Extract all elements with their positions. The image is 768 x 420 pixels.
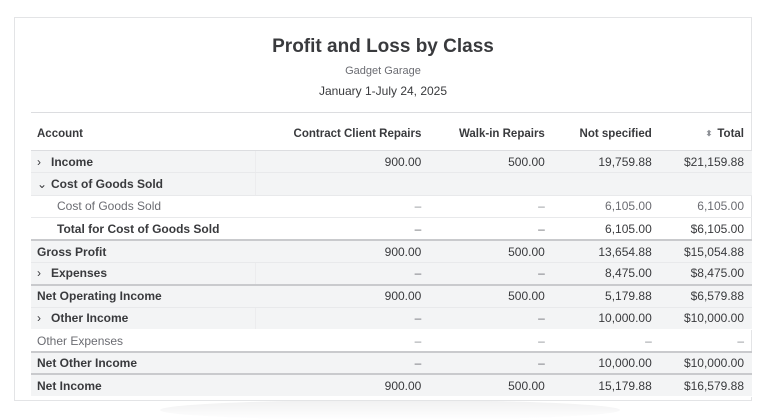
cell-ccr: – — [255, 350, 430, 375]
cell-walkin: – — [429, 307, 553, 331]
account-label: Total for Cost of Goods Sold — [31, 217, 255, 241]
cell-total — [659, 172, 752, 196]
account-label: Net Other Income — [31, 350, 255, 375]
sort-updown-icon[interactable]: ⬍ — [705, 129, 713, 138]
report-card: Profit and Loss by Class Gadget Garage J… — [14, 17, 752, 401]
cell-total[interactable]: 6,105.00 — [659, 195, 752, 219]
cell-total: $10,000.00 — [659, 350, 752, 375]
header-row: Account Contract Client Repairs Walk-in … — [31, 118, 752, 151]
cell-ccr: – — [255, 217, 430, 241]
row-other-expenses[interactable]: Other Expenses – – – – — [31, 329, 752, 353]
row-expenses[interactable]: › Expenses – – 8,475.00 $8,475.00 — [31, 262, 752, 286]
row-income[interactable]: › Income 900.00 500.00 19,759.88 $21,159.… — [31, 150, 752, 174]
cell-walkin: – — [429, 329, 553, 353]
cell-walkin: – — [429, 350, 553, 375]
cell-ns[interactable]: 10,000.00 — [552, 307, 660, 331]
cell-ns: 10,000.00 — [552, 350, 660, 375]
cell-ccr: – — [255, 307, 430, 331]
cell-total: $6,105.00 — [659, 217, 752, 241]
cell-ns: 5,179.88 — [552, 283, 660, 308]
col-total-label: Total — [717, 128, 744, 140]
cell-total[interactable]: $21,159.88 — [659, 150, 752, 174]
cell-total: $6,579.88 — [659, 283, 752, 308]
cell-walkin: 500.00 — [429, 283, 553, 308]
cell-walkin: 500.00 — [429, 373, 553, 398]
row-other-income[interactable]: › Other Income – – 10,000.00 $10,000.00 — [31, 307, 752, 331]
shadow — [160, 400, 620, 420]
col-total[interactable]: ⬍ Total — [659, 118, 752, 151]
account-label[interactable]: Expenses — [51, 266, 108, 281]
account-label[interactable]: Income — [51, 154, 94, 169]
chevron-right-icon[interactable]: › — [37, 266, 41, 281]
cell-ccr: – — [255, 329, 430, 353]
cell-ccr — [255, 172, 430, 196]
cell-walkin: 500.00 — [429, 239, 553, 263]
cell-ccr: – — [255, 262, 430, 286]
col-walkin-repairs[interactable]: Walk-in Repairs — [429, 118, 553, 151]
cell-walkin: 500.00 — [429, 150, 553, 174]
cell-ns — [552, 172, 660, 196]
cell-total: $16,579.88 — [659, 373, 752, 398]
account-label[interactable]: Other Income — [51, 311, 129, 326]
cell-ns[interactable]: 6,105.00 — [552, 195, 660, 219]
chevron-right-icon[interactable]: › — [37, 154, 41, 169]
cell-ccr: – — [255, 195, 430, 219]
company-name: Gadget Garage — [345, 65, 421, 77]
cell-ns: 15,179.88 — [552, 373, 660, 398]
divider — [31, 112, 752, 113]
account-label[interactable]: Other Expenses — [31, 329, 255, 353]
row-total-cogs: Total for Cost of Goods Sold – – 6,105.0… — [31, 217, 752, 241]
account-label: Net Income — [31, 373, 255, 398]
col-not-specified[interactable]: Not specified — [552, 118, 660, 151]
cell-total[interactable]: $8,475.00 — [659, 262, 752, 286]
cell-total[interactable]: $10,000.00 — [659, 307, 752, 331]
cell-ccr: 900.00 — [255, 373, 430, 398]
report-title: Profit and Loss by Class — [272, 36, 494, 57]
col-contract-client-repairs[interactable]: Contract Client Repairs — [255, 118, 430, 151]
col-account[interactable]: Account — [31, 118, 255, 151]
cell-ns[interactable]: 8,475.00 — [552, 262, 660, 286]
account-label: Gross Profit — [31, 239, 255, 263]
account-label: Net Operating Income — [31, 283, 255, 308]
cell-total: – — [659, 329, 752, 353]
cell-ccr: 900.00 — [255, 150, 430, 174]
cell-ns: 13,654.88 — [552, 239, 660, 263]
account-label[interactable]: Cost of Goods Sold — [51, 177, 163, 192]
row-cogs-group[interactable]: ⌄ Cost of Goods Sold — [31, 172, 752, 196]
report-table: Account Contract Client Repairs Walk-in … — [31, 118, 752, 398]
report-period: January 1-July 24, 2025 — [318, 84, 448, 98]
cell-ns: 6,105.00 — [552, 217, 660, 241]
cell-walkin: – — [429, 262, 553, 286]
cell-ccr: 900.00 — [255, 283, 430, 308]
cell-walkin — [429, 172, 553, 196]
chevron-down-icon[interactable]: ⌄ — [37, 177, 48, 192]
account-label[interactable]: Cost of Goods Sold — [31, 195, 255, 219]
cell-ns: – — [552, 329, 660, 353]
cell-walkin: – — [429, 217, 553, 241]
row-cogs-detail[interactable]: Cost of Goods Sold – – 6,105.00 6,105.00 — [31, 195, 752, 219]
cell-walkin: – — [429, 195, 553, 219]
chevron-right-icon[interactable]: › — [37, 311, 41, 326]
cell-total: $15,054.88 — [659, 239, 752, 263]
cell-ccr: 900.00 — [255, 239, 430, 263]
row-net-income: Net Income 900.00 500.00 15,179.88 $16,5… — [31, 373, 752, 398]
row-net-other-income: Net Other Income – – 10,000.00 $10,000.0… — [31, 350, 752, 375]
row-net-operating-income: Net Operating Income 900.00 500.00 5,179… — [31, 283, 752, 308]
row-gross-profit: Gross Profit 900.00 500.00 13,654.88 $15… — [31, 239, 752, 263]
cell-ns[interactable]: 19,759.88 — [552, 150, 660, 174]
